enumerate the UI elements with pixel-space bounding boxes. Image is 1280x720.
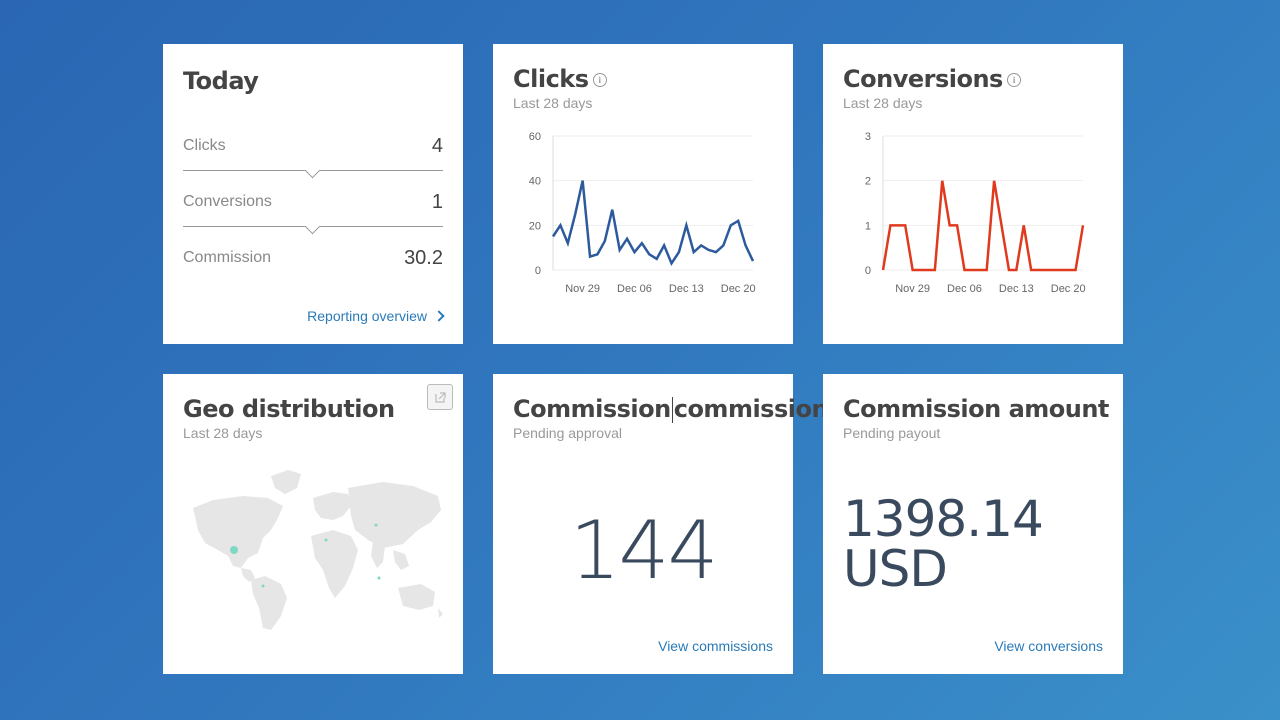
today-commission-value: 30.2: [404, 246, 443, 269]
commissions-subtitle: Pending approval: [513, 425, 622, 441]
amount-title: Commission amount: [843, 395, 1109, 423]
today-clicks-value: 4: [431, 134, 443, 157]
today-divider: [183, 160, 443, 188]
today-conversions-value: 1: [431, 190, 443, 213]
clicks-card: Clicks i Last 28 days 0 20 40 60 Nov 29 Dec 06…: [493, 44, 793, 344]
text-cursor: [671, 397, 673, 423]
clicks-chart: 0 20 40 60 Nov 29 Dec 06 Dec 13 Dec 20: [529, 131, 756, 295]
amount-number: 1398.14: [843, 490, 1044, 548]
today-commission-label: Commission: [183, 249, 272, 266]
geo-dot: [377, 576, 381, 580]
commissions-title: Commission commissions: [513, 394, 842, 424]
y-tick-label: 0: [535, 265, 541, 277]
geo-dot: [374, 523, 378, 527]
geo-subtitle: Last 28 days: [183, 425, 263, 441]
amount-card: Commission amount Pending payout 1398.14…: [823, 374, 1123, 674]
geo-dot: [324, 538, 328, 542]
series-line: [551, 180, 755, 266]
clicks-title: Clicks i: [513, 64, 773, 94]
x-tick-label: Dec 20: [1051, 283, 1086, 295]
today-divider: [183, 216, 443, 244]
amount-value: 1398.14 USD: [843, 490, 1044, 598]
today-card: Today Clicks 4 Conversions 1 Commission …: [163, 44, 463, 344]
amount-currency: USD: [843, 540, 948, 598]
x-tick-label: Dec 13: [999, 283, 1034, 295]
geo-card: Geo distribution Last 28 days: [163, 374, 463, 674]
y-tick-label: 2: [865, 176, 871, 188]
conversions-card: Conversions i Last 28 days 0 1 2 3 Nov 29 Dec …: [823, 44, 1123, 344]
x-tick-label: Dec 13: [669, 283, 704, 295]
chevron-right-icon: [433, 310, 445, 322]
commissions-card: Commission commissions Pending approval 1…: [493, 374, 842, 674]
y-tick-label: 1: [865, 220, 871, 232]
geo-dot: [261, 584, 265, 588]
commissions-title-part2: commissions: [673, 395, 843, 423]
info-icon[interactable]: i: [592, 73, 607, 87]
commissions-title-part1: Commission: [513, 395, 671, 423]
x-tick-label: Nov 29: [565, 283, 600, 295]
today-row-clicks: Clicks 4: [183, 132, 443, 160]
expand-button[interactable]: [427, 384, 453, 410]
today-clicks-label: Clicks: [183, 137, 226, 154]
geo-title: Geo distribution: [183, 395, 395, 423]
y-tick-label: 20: [529, 220, 541, 232]
x-tick-label: Dec 06: [617, 283, 652, 295]
today-conversions-label: Conversions: [183, 193, 272, 210]
commissions-count: 144: [569, 504, 719, 597]
conversions-title-text: Conversions: [843, 65, 1003, 93]
x-tick-label: Dec 06: [947, 283, 982, 295]
conversions-title: Conversions i: [843, 64, 1103, 94]
series-line: [881, 180, 1085, 272]
reporting-overview-label: Reporting overview: [307, 308, 427, 324]
reporting-overview-link[interactable]: Reporting overview: [307, 308, 445, 324]
today-row-conversions: Conversions 1: [183, 188, 443, 216]
today-title: Today: [183, 67, 259, 95]
clicks-title-text: Clicks: [513, 65, 589, 93]
world-map: [193, 470, 443, 630]
y-tick-label: 60: [529, 131, 541, 143]
view-commissions-link[interactable]: View commissions: [658, 638, 773, 654]
x-tick-label: Dec 20: [721, 283, 756, 295]
conversions-subtitle: Last 28 days: [843, 95, 923, 111]
y-tick-label: 40: [529, 176, 541, 188]
today-row-commission: Commission 30.2: [183, 244, 443, 272]
y-tick-label: 3: [865, 131, 871, 143]
x-tick-label: Nov 29: [895, 283, 930, 295]
info-icon[interactable]: i: [1006, 73, 1021, 87]
expand-icon: [435, 392, 446, 403]
view-conversions-link[interactable]: View conversions: [994, 638, 1103, 654]
y-tick-label: 0: [865, 265, 871, 277]
conversions-chart: 0 1 2 3 Nov 29 Dec 06 Dec 13 Dec 20: [865, 131, 1086, 295]
amount-subtitle: Pending payout: [843, 425, 941, 441]
clicks-subtitle: Last 28 days: [513, 95, 593, 111]
geo-dot: [230, 546, 238, 554]
